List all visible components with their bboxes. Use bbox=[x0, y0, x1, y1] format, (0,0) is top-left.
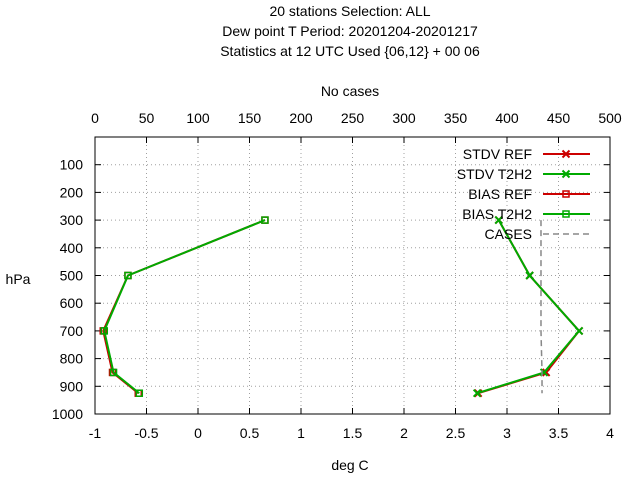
y-axis-label: hPa bbox=[6, 271, 31, 287]
x2-tick-label: 500 bbox=[598, 110, 622, 126]
legend-label: BIAS T2H2 bbox=[462, 206, 532, 222]
data-point-square-marker bbox=[109, 368, 118, 377]
series-stdv-t2h2 bbox=[472, 215, 584, 398]
tick-labels: -1 -0.5 0 0.5 1 1.5 2 2.5 3 3.5 4 0 50 100 150 200 250 30… bbox=[52, 110, 622, 441]
x2-tick-label: 350 bbox=[444, 110, 468, 126]
x2-tick-label: 0 bbox=[91, 110, 99, 126]
series-stdv-ref bbox=[473, 215, 584, 398]
series-line bbox=[103, 219, 266, 395]
series-cases bbox=[540, 220, 543, 394]
chart-title-line-3: Statistics at 12 UTC Used {06,12} + 00 0… bbox=[220, 43, 480, 59]
y-tick-label: 200 bbox=[60, 184, 84, 200]
x-tick-label: 3 bbox=[503, 425, 511, 441]
x-axis-label: deg C bbox=[331, 457, 368, 473]
x2-tick-label: 150 bbox=[238, 110, 262, 126]
y-tick-label: 1000 bbox=[52, 406, 83, 422]
series-line bbox=[477, 219, 581, 395]
data-point-x-marker bbox=[472, 389, 482, 398]
y-tick-label: 300 bbox=[60, 212, 84, 228]
legend-label: CASES bbox=[485, 226, 532, 242]
x-tick-label: 3.5 bbox=[549, 425, 569, 441]
x-tick-label: -0.5 bbox=[134, 425, 158, 441]
y-tick-label: 900 bbox=[60, 378, 84, 394]
legend-label: BIAS REF bbox=[468, 186, 532, 202]
x2-tick-label: 100 bbox=[186, 110, 210, 126]
y-tick-label: 500 bbox=[60, 268, 84, 284]
x-tick-label: 4 bbox=[606, 425, 614, 441]
legend-item: BIAS REF bbox=[468, 186, 590, 202]
chart-title-line-2: Dew point T Period: 20201204-20201217 bbox=[222, 23, 478, 39]
series-layer bbox=[99, 215, 584, 398]
series-bias-ref bbox=[99, 216, 269, 397]
grid bbox=[95, 137, 610, 414]
x-tick-label: 0 bbox=[194, 425, 202, 441]
x2-tick-label: 450 bbox=[547, 110, 571, 126]
data-point-square-marker bbox=[135, 389, 144, 397]
y-tick-label: 800 bbox=[60, 351, 84, 367]
legend-item: STDV T2H2 bbox=[457, 166, 590, 182]
data-point-square-marker bbox=[562, 210, 570, 218]
x2-tick-label: 200 bbox=[289, 110, 313, 126]
data-point-x-marker bbox=[561, 169, 571, 179]
x-tick-label: -1 bbox=[89, 425, 102, 441]
series-line bbox=[102, 219, 266, 395]
x2-tick-label: 50 bbox=[139, 110, 155, 126]
legend-item: CASES bbox=[485, 226, 590, 242]
legend: STDV REF STDV T2H2 BIAS REF BIAS T2H2 CASES bbox=[457, 146, 590, 242]
legend-item: STDV REF bbox=[463, 146, 590, 162]
series-line bbox=[476, 219, 581, 395]
data-point-x-marker bbox=[525, 271, 534, 280]
x2-tick-label: 400 bbox=[495, 110, 519, 126]
data-point-x-marker bbox=[561, 149, 571, 159]
data-point-square-marker bbox=[261, 216, 269, 224]
data-point-x-marker bbox=[574, 326, 584, 336]
data-point-x-marker bbox=[494, 215, 503, 225]
series-bias-t2h2 bbox=[100, 216, 269, 397]
data-point-square-marker bbox=[124, 271, 132, 280]
legend-label: STDV T2H2 bbox=[457, 166, 532, 182]
x-tick-label: 2 bbox=[400, 425, 408, 441]
data-point-x-marker bbox=[541, 368, 551, 377]
chart-title-line-1: 20 stations Selection: ALL bbox=[269, 3, 430, 19]
legend-item: BIAS T2H2 bbox=[462, 206, 590, 222]
data-point-square-marker bbox=[562, 190, 570, 198]
data-point-square-marker bbox=[100, 327, 109, 335]
y-tick-label: 400 bbox=[60, 240, 84, 256]
x2-tick-label: 250 bbox=[341, 110, 365, 126]
x-tick-label: 1.5 bbox=[343, 425, 363, 441]
x-tick-label: 2.5 bbox=[446, 425, 466, 441]
x-tick-label: 0.5 bbox=[240, 425, 260, 441]
plot-frame bbox=[94, 136, 611, 415]
y-tick-label: 600 bbox=[60, 295, 84, 311]
x-tick-label: 1 bbox=[297, 425, 305, 441]
x2-tick-label: 300 bbox=[392, 110, 416, 126]
y-tick-label: 700 bbox=[60, 323, 84, 339]
series-line bbox=[540, 220, 543, 394]
legend-label: STDV REF bbox=[463, 146, 532, 162]
y-tick-label: 100 bbox=[60, 157, 84, 173]
x2-axis-label: No cases bbox=[321, 83, 379, 99]
